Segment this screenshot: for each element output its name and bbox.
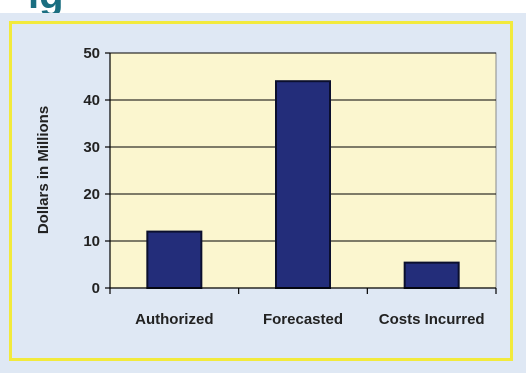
- axes: [109, 53, 496, 289]
- bar-costs-incurred: [403, 261, 460, 289]
- y-axis-label: Dollars in Millions: [35, 106, 52, 234]
- x-ticks: Authorized Forecasted Costs Incurred: [109, 288, 497, 328]
- y-tick-label: 30: [83, 139, 100, 156]
- clipped-title: ig: [28, 0, 64, 13]
- header-strip: ig: [0, 0, 526, 13]
- x-tick-label: Costs Incurred: [379, 311, 485, 328]
- y-tick-label: 40: [83, 92, 100, 109]
- bar-authorized: [146, 230, 203, 290]
- x-tick-label: Forecasted: [263, 311, 343, 328]
- y-tick-label: 10: [83, 233, 100, 250]
- y-tick-label: 20: [83, 186, 100, 203]
- x-tick-label: Authorized: [135, 311, 213, 328]
- y-ticks: 0 10 20 30 40 50: [83, 45, 110, 297]
- bar-forecasted: [275, 80, 331, 289]
- y-tick-label: 0: [92, 280, 100, 297]
- bars: [146, 80, 460, 290]
- y-tick-label: 50: [83, 45, 100, 62]
